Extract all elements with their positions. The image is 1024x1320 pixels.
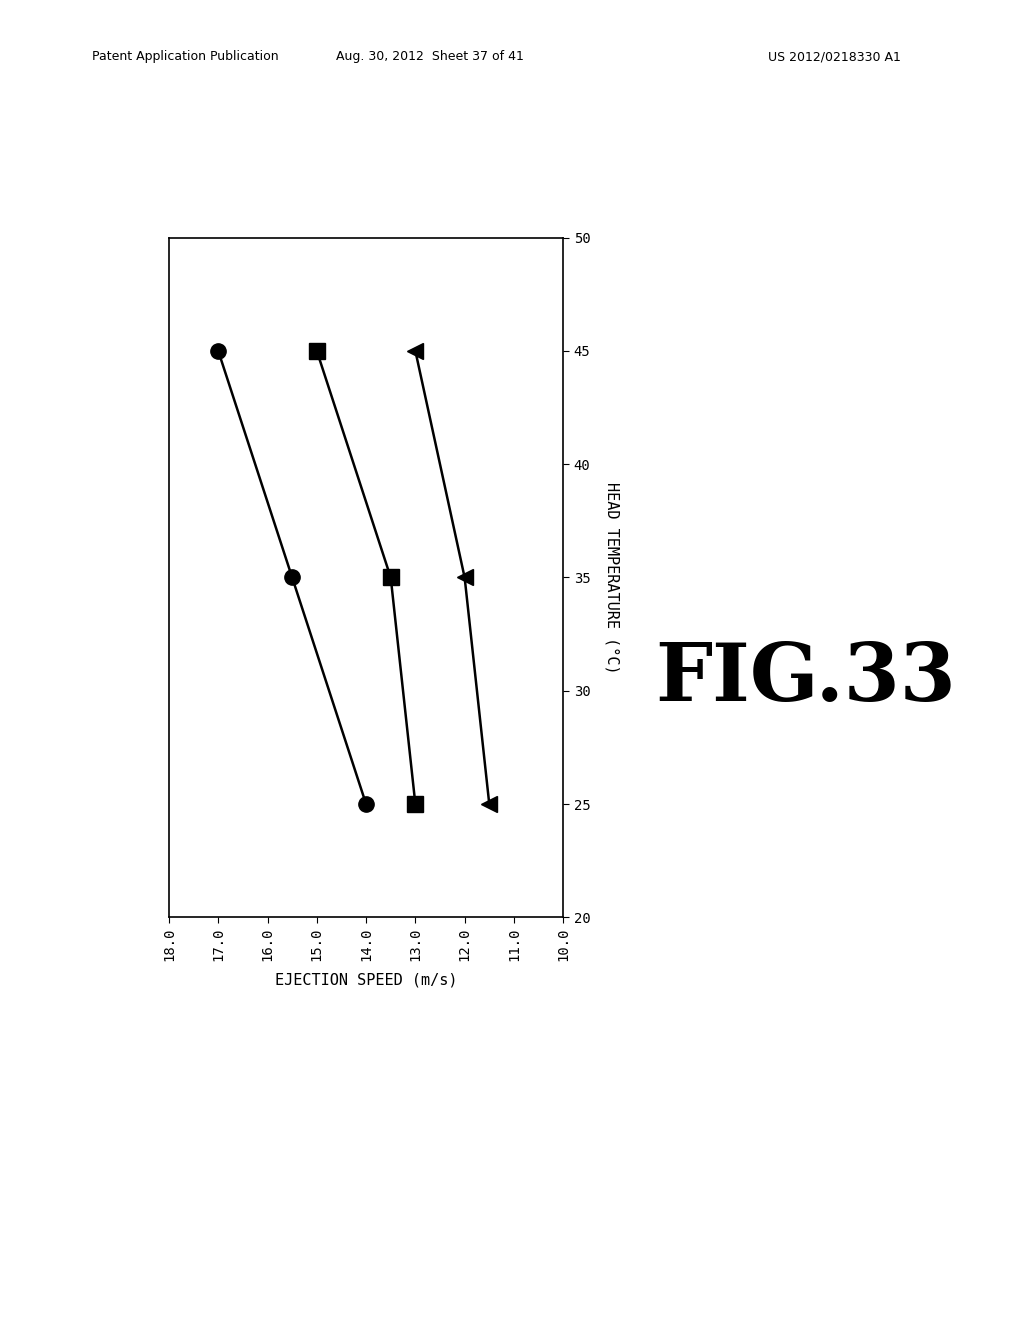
Text: Patent Application Publication: Patent Application Publication (92, 50, 279, 63)
Text: Aug. 30, 2012  Sheet 37 of 41: Aug. 30, 2012 Sheet 37 of 41 (336, 50, 524, 63)
Text: US 2012/0218330 A1: US 2012/0218330 A1 (768, 50, 901, 63)
Y-axis label: HEAD TEMPERATURE (°C): HEAD TEMPERATURE (°C) (604, 482, 620, 673)
X-axis label: EJECTION SPEED (m/s): EJECTION SPEED (m/s) (274, 973, 458, 987)
Text: FIG.33: FIG.33 (655, 640, 956, 718)
